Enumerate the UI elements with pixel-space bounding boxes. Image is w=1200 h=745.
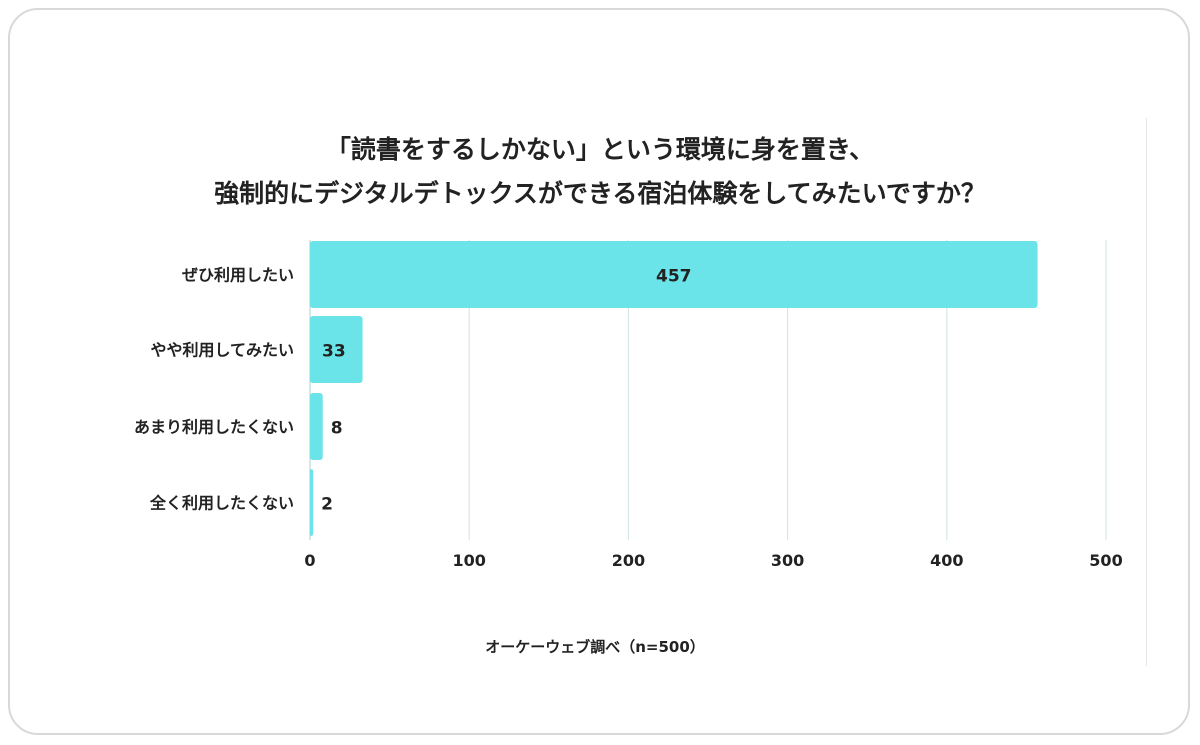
value-label-3: 2 bbox=[321, 495, 333, 515]
category-label-1: やや利用してみたい bbox=[150, 341, 294, 360]
source-note: オーケーウェブ調べ（n=500） bbox=[485, 638, 705, 656]
bar-1 bbox=[310, 316, 363, 383]
card-edge-line bbox=[1146, 118, 1147, 666]
value-label-1: 33 bbox=[322, 342, 346, 362]
tick-label-500: 500 bbox=[1089, 551, 1122, 570]
category-label-0: ぜひ利用したい bbox=[182, 266, 294, 285]
tick-label-300: 300 bbox=[771, 551, 804, 570]
tick-label-200: 200 bbox=[612, 551, 645, 570]
tick-label-400: 400 bbox=[930, 551, 963, 570]
chart-title: 「読書をするしかない」という環境に身を置き、 強制的にデジタルデトックスができる… bbox=[60, 128, 1140, 216]
bar-0 bbox=[310, 241, 1038, 308]
chart-title-line-1: 「読書をするしかない」という環境に身を置き、 bbox=[325, 135, 875, 164]
chart-title-line-2: 強制的にデジタルデトックスができる宿泊体験をしてみたいですか？ bbox=[214, 179, 986, 208]
bar-2 bbox=[310, 393, 323, 460]
chart-card bbox=[8, 8, 1190, 735]
category-label-2: あまり利用したくない bbox=[134, 418, 294, 437]
value-label-2: 8 bbox=[331, 419, 343, 439]
tick-label-0: 0 bbox=[304, 551, 315, 570]
bar-3 bbox=[310, 469, 314, 536]
category-label-3: 全く利用したくない bbox=[149, 494, 294, 513]
tick-label-100: 100 bbox=[452, 551, 485, 570]
value-label-0: 457 bbox=[656, 267, 692, 287]
